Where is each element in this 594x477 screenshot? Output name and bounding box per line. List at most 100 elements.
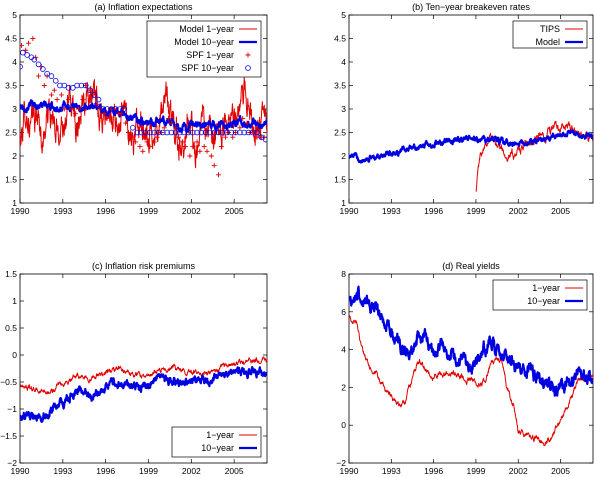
series-spf-1-year-point xyxy=(215,172,221,178)
series-spf-10-year-point xyxy=(74,82,80,89)
y-tick-label: 1.5 xyxy=(5,269,17,279)
series-spf-10-year-point xyxy=(168,129,175,136)
chart-panel-1: (a) Inflation expectations 1990 1993 1996 19… xyxy=(5,2,268,216)
series-spf-10-year-point xyxy=(258,134,265,141)
x-tick-label: 1996 xyxy=(96,206,115,216)
series-spf-10-year-point xyxy=(241,129,247,136)
legend-label: Model xyxy=(535,37,560,47)
y-tick-label: 1.5 xyxy=(5,175,17,185)
x-tick-label: 2002 xyxy=(509,206,528,216)
plot-area xyxy=(349,285,593,447)
series-spf-10-year-point xyxy=(44,70,50,77)
x-tick-label: 1999 xyxy=(466,466,485,476)
y-tick-label: 6 xyxy=(341,307,346,317)
series-spf-1-year-point xyxy=(144,139,150,145)
series-spf-1-year-point xyxy=(54,97,60,103)
series-spf-10-year-point xyxy=(202,129,209,136)
series-spf-1-year-point xyxy=(61,106,67,112)
series-spf-10-year-point xyxy=(185,129,192,136)
series-spf-10-year-point xyxy=(211,129,217,136)
series-spf-10-year-point xyxy=(177,129,183,136)
x-tick-label: 1993 xyxy=(382,206,401,216)
chart-panel-2: (b) Ten−year breakeven rates 1990 1993 1996… xyxy=(334,2,594,216)
series-spf-1-year-point xyxy=(237,125,243,131)
series-spf-10-year-point xyxy=(138,129,145,136)
x-tick-label: 1993 xyxy=(53,466,72,476)
series-spf-10-year-point xyxy=(35,61,42,68)
series-spf-10-year-point xyxy=(104,106,110,112)
x-tick-label: 1996 xyxy=(424,206,443,216)
series-spf-10-year-point xyxy=(194,129,200,136)
x-tick-label: 1990 xyxy=(11,206,30,216)
series-spf-1-year-point xyxy=(244,120,250,126)
y-tick-label: 2.5 xyxy=(334,128,346,138)
plot-area xyxy=(20,36,267,178)
series-spf-1-year-point xyxy=(87,87,93,93)
x-tick-label: 1999 xyxy=(466,206,485,216)
y-tick-label: 5 xyxy=(341,10,346,20)
legend-label: 10−year xyxy=(201,443,234,453)
series-spf-1-year-point xyxy=(126,130,132,135)
legend-label: SPF 1−year xyxy=(186,50,234,60)
x-tick-label: 2005 xyxy=(551,466,570,476)
series-spf-10-year-point xyxy=(207,129,213,136)
series-spf-10-year-point xyxy=(91,92,98,98)
series-spf-10-year-point xyxy=(100,106,106,112)
series-spf-1-year-point xyxy=(94,101,100,107)
series-spf-1-year-point xyxy=(211,162,217,168)
series-spf-10-year-point xyxy=(155,129,162,136)
x-tick-label: 2002 xyxy=(182,466,201,476)
series-spf-1-year-point xyxy=(240,115,246,121)
series-spf-1-year-point xyxy=(133,139,139,145)
y-tick-label: 4 xyxy=(12,57,17,67)
y-tick-label: 5 xyxy=(12,10,17,20)
series-spf-1-year-point xyxy=(194,139,200,145)
series-spf-10-year-point xyxy=(65,85,72,91)
series-spf-1-year-point xyxy=(48,92,54,98)
series-spf-10-year-point xyxy=(228,129,235,136)
y-tick-label: −1 xyxy=(7,404,17,414)
legend-box xyxy=(146,20,262,78)
x-tick-label: 1993 xyxy=(382,466,401,476)
series-spf-1-year-point xyxy=(230,134,236,140)
legend-label: Model 1−year xyxy=(179,24,234,34)
x-tick-label: 1990 xyxy=(340,466,359,476)
y-tick-label: −2 xyxy=(7,458,17,468)
y-tick-label: −2 xyxy=(336,458,346,468)
series-spf-1-year-point xyxy=(161,125,167,131)
legend-label: 10−year xyxy=(527,296,560,306)
y-tick-label: 1 xyxy=(12,198,17,208)
series-spf-1-year-point xyxy=(123,120,129,126)
series-spf-10-year-point xyxy=(159,129,166,136)
x-tick-label: 1996 xyxy=(424,466,443,476)
series-spf-10-year-point xyxy=(20,49,26,56)
series-spf-1-year-point xyxy=(151,139,157,145)
series-spf-10-year-point xyxy=(112,106,119,112)
series-spf-10-year-point xyxy=(254,129,260,136)
x-tick-label: 1996 xyxy=(96,466,115,476)
y-tick-label: 3 xyxy=(341,104,346,114)
series-spf-10-year-point xyxy=(82,82,89,89)
legend-swatch xyxy=(245,65,251,71)
legend-swatch xyxy=(245,52,251,58)
legend-box xyxy=(512,20,588,49)
series-spf-10-year-point xyxy=(237,129,243,136)
series-spf-1-year-point xyxy=(223,134,229,140)
y-tick-label: 4 xyxy=(341,57,346,67)
series-spf-10-year-point xyxy=(172,129,179,136)
y-tick-label: 3.5 xyxy=(334,81,346,91)
x-tick-label: 1990 xyxy=(340,206,359,216)
legend: Model 1−year Model 10−year SPF 1−year SPF 1… xyxy=(146,20,262,78)
series-spf-1-year-point xyxy=(183,144,189,150)
y-tick-label: 1 xyxy=(12,296,17,306)
series-spf-10-year-point xyxy=(87,87,93,93)
series-spf-1-year-point xyxy=(204,148,210,154)
legend-box xyxy=(492,279,588,311)
y-tick-label: 3.5 xyxy=(5,81,17,91)
series-spf-10-year-point xyxy=(78,82,85,89)
series-spf-1-year-point xyxy=(175,134,181,140)
y-tick-label: −0.5 xyxy=(0,377,17,387)
series-spf-1-year-point xyxy=(165,115,171,121)
series-spf-1-year-point xyxy=(147,144,153,150)
